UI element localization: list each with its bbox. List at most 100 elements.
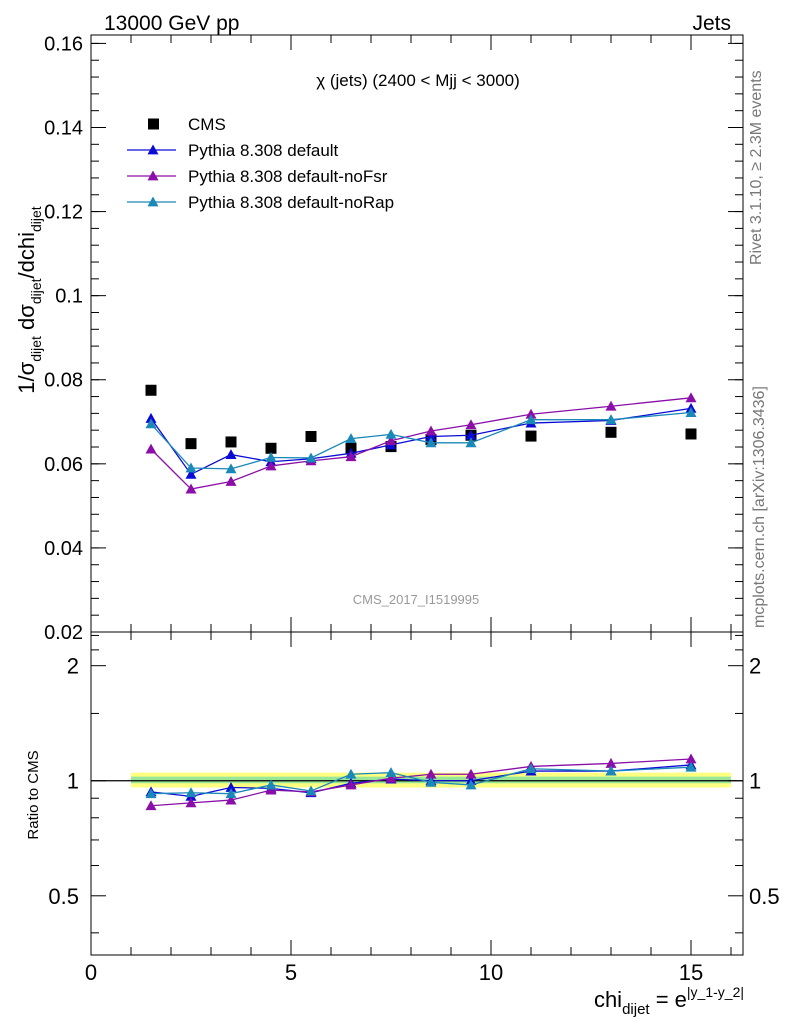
ratio-point (605, 757, 617, 768)
series-point (685, 392, 697, 403)
y-tick-label: 0.12 (44, 202, 83, 224)
ratio-point (225, 794, 237, 805)
y-tick-label: 0.06 (44, 454, 83, 476)
ratio-point (185, 787, 197, 798)
series-point (185, 462, 197, 473)
main-axis-ticks: 0.02 0.04 0.06 0.08 0.1 0.12 0.14 0.16 (44, 33, 743, 644)
ratio-point (425, 768, 437, 779)
y-tick-label: 0.16 (44, 33, 83, 55)
ratio-y-tick-label-right: 2 (749, 654, 761, 679)
ratio-y-tick-label: 1 (67, 769, 79, 794)
series-point (385, 428, 397, 439)
cms-point (265, 442, 277, 454)
series-point (145, 443, 157, 454)
series-point (145, 412, 157, 423)
series-point (345, 433, 357, 444)
svg-text:1/σdijet dσdijet/dchidijet: 1/σdijet dσdijet/dchidijet (14, 206, 44, 394)
ratio-axis-ticks: 0.5 0.5 1 1 2 2 0 5 10 15 (48, 632, 780, 985)
series-point (185, 483, 197, 494)
y-tick-label: 0.08 (44, 370, 83, 392)
ratio-series-line (150, 766, 692, 795)
series-point (345, 451, 357, 462)
legend-marker (147, 170, 159, 181)
ratio-data-marks (145, 753, 697, 811)
ratio-point (345, 768, 357, 779)
cms-point (225, 436, 237, 448)
ratio-point (265, 779, 277, 790)
series-point (145, 418, 157, 429)
series-point (425, 437, 437, 448)
series-point (385, 435, 397, 446)
source-label: mcplots.cern.ch [arXiv:1306.3436] (751, 386, 768, 628)
series-point (305, 452, 317, 463)
x-tick-label: 5 (285, 960, 297, 985)
series-point (465, 437, 477, 448)
ratio-point (345, 779, 357, 790)
ratio-point (305, 785, 317, 796)
series-point (265, 460, 277, 471)
legend-label: Pythia 8.308 default-noFsr (188, 167, 388, 186)
series-point (265, 452, 277, 462)
ratio-point (425, 776, 437, 787)
main-plot: χ (jets) (2400 < Mjj < 3000) CMS_2017_I1… (14, 33, 744, 644)
ratio-point (465, 779, 477, 790)
legend-label: Pythia 8.308 default-noRap (188, 193, 394, 212)
ratio-point (685, 761, 697, 772)
cms-point (185, 438, 197, 450)
series-line (150, 411, 692, 470)
cms-point (145, 384, 157, 396)
main-data-marks (145, 384, 697, 494)
cms-point (305, 431, 317, 443)
legend-marker (147, 196, 159, 207)
ratio-point (525, 763, 537, 774)
ratio-y-tick-label-right: 0.5 (749, 884, 780, 909)
ratio-y-tick-label: 0.5 (48, 884, 79, 909)
series-point (225, 449, 237, 459)
series-point (465, 429, 477, 440)
plot-title: χ (jets) (2400 < Mjj < 3000) (316, 71, 520, 90)
legend-marker-cms (148, 118, 159, 130)
series-point (525, 414, 537, 425)
ratio-point (385, 772, 397, 783)
ratio-plot: Ratio to CMS 0.5 0.5 1 1 2 2 0 5 10 15 chidijet =… (25, 631, 780, 1018)
legend-label: CMS (188, 115, 226, 134)
ratio-point (465, 768, 477, 779)
ratio-point (185, 797, 197, 808)
ratio-point (145, 788, 157, 799)
series-line (150, 397, 692, 490)
ratio-point (265, 784, 277, 795)
ratio-y-label: Ratio to CMS (25, 750, 42, 839)
ratio-point (385, 767, 397, 778)
x-tick-label: 0 (85, 960, 97, 985)
series-point (605, 414, 617, 425)
cms-point (525, 430, 537, 442)
watermark: CMS_2017_I1519995 (353, 592, 480, 607)
legend-label: Pythia 8.308 default (188, 141, 339, 160)
y-tick-label: 0.14 (44, 117, 83, 139)
series-point (425, 431, 437, 441)
ratio-series-line (150, 758, 692, 807)
x-tick-label: 15 (679, 960, 703, 985)
ratio-point (685, 753, 697, 764)
series-point (685, 407, 697, 417)
x-axis-label: chidijet = e|y_1-y_2| (594, 984, 744, 1018)
series-point (525, 408, 537, 419)
header-right: Jets (692, 12, 731, 35)
ratio-y-tick-label-right: 1 (749, 769, 761, 794)
y-tick-label: 0.02 (44, 622, 83, 644)
series-point (465, 419, 477, 430)
x-tick-label: 10 (479, 960, 503, 985)
rivet-label: Rivet 3.1.10, ≥ 2.3M events (748, 70, 765, 265)
series-point (185, 468, 197, 479)
ratio-y-tick-label: 2 (67, 654, 79, 679)
svg-text:chidijet = e|y_1-y_2|: chidijet = e|y_1-y_2| (594, 984, 744, 1018)
ratio-point (605, 765, 617, 776)
cms-point (605, 426, 617, 438)
series-point (605, 400, 617, 411)
y-tick-label: 0.1 (55, 286, 83, 308)
header-left: 13000 GeV pp (104, 12, 239, 35)
legend: CMS Pythia 8.308 default Pythia 8.308 defa… (127, 115, 394, 212)
ratio-point (225, 788, 237, 799)
legend-marker (147, 144, 159, 155)
